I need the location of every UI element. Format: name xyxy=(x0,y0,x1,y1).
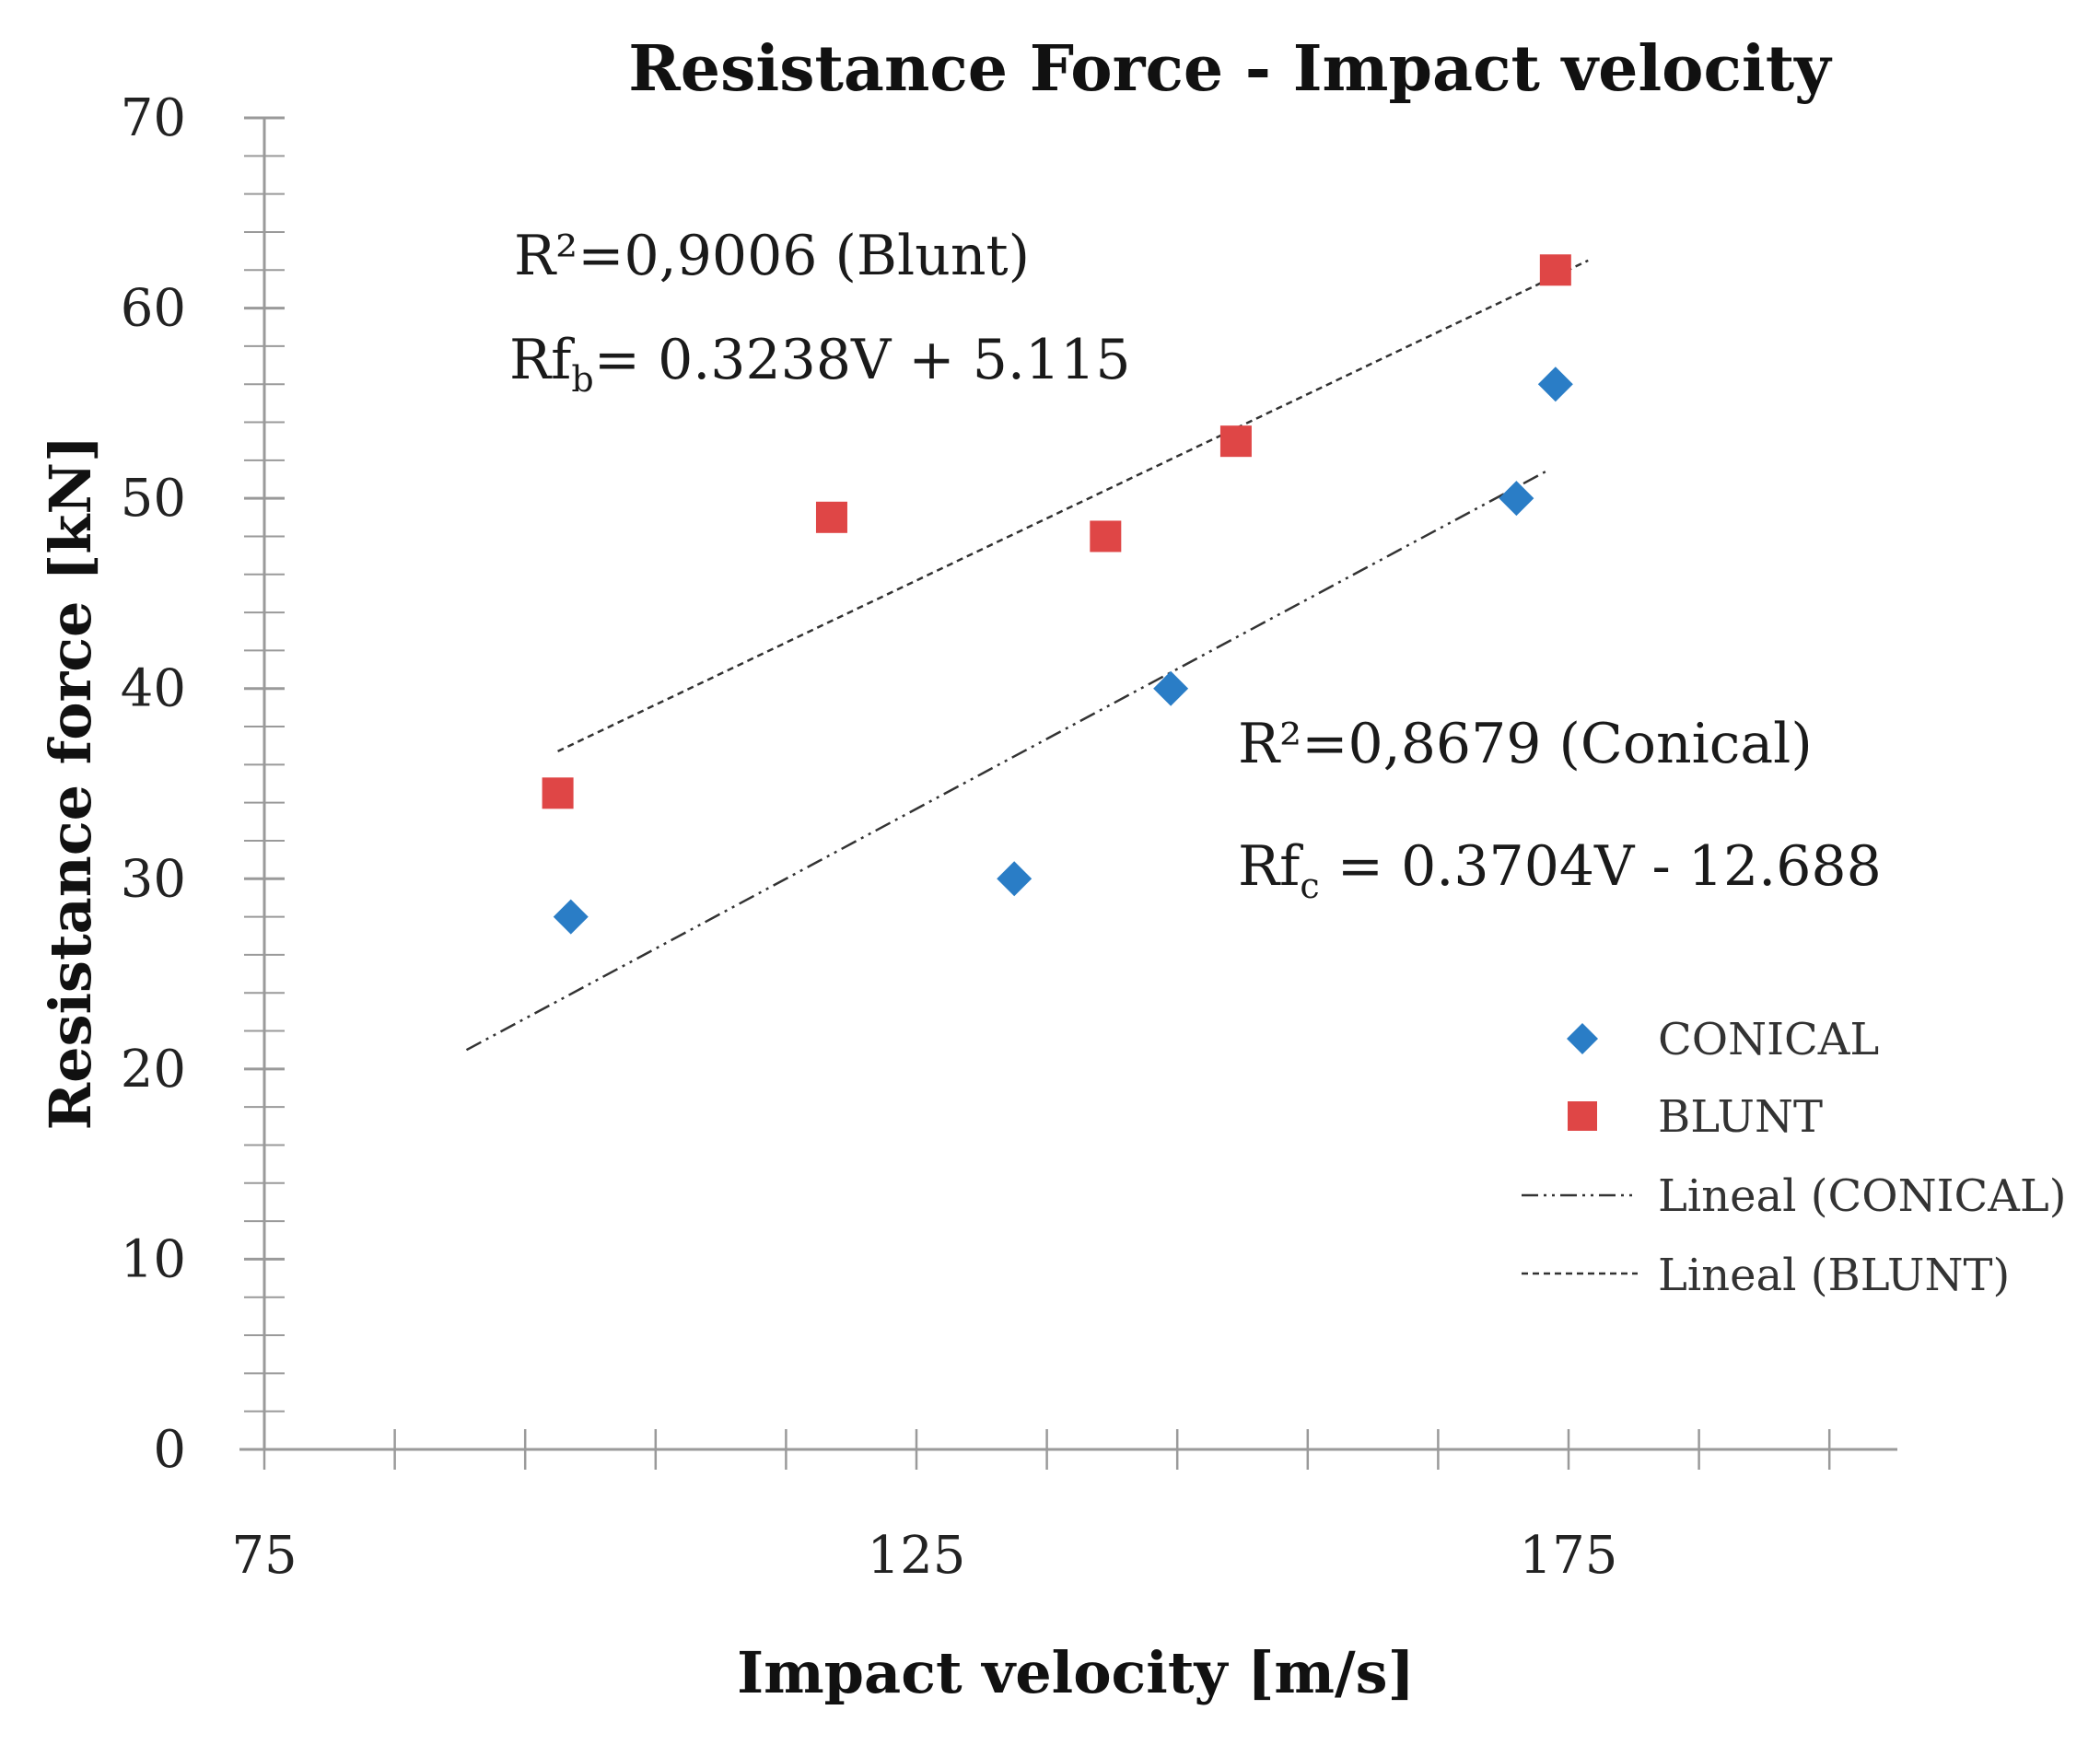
y-tick-label: 20 xyxy=(121,1040,186,1099)
conical-eq-rest: = 0.3704V - 12.688 xyxy=(1320,834,1882,899)
legend-symbol-conical xyxy=(1567,1023,1598,1054)
point-blunt xyxy=(1539,254,1571,286)
point-conical xyxy=(553,899,589,935)
chart-title: Resistance Force - Impact velocity xyxy=(628,32,1833,106)
data-points xyxy=(542,254,1573,935)
y-tick-label: 10 xyxy=(121,1229,186,1289)
point-conical xyxy=(1499,481,1534,517)
y-tick-label: 0 xyxy=(153,1420,186,1480)
point-blunt xyxy=(1090,520,1122,553)
x-axis-tick-labels: 75 125 175 xyxy=(231,1526,1617,1586)
trendline-blunt xyxy=(557,259,1589,753)
y-tick-label: 40 xyxy=(121,659,186,719)
annotation-blunt-r2: R²=0,9006 (Blunt) xyxy=(514,224,1030,288)
blunt-eq-prefix: Rf xyxy=(509,328,575,392)
point-conical xyxy=(997,861,1032,897)
annotation-conical-equation: Rfc = 0.3704V - 12.688 xyxy=(1238,834,1882,906)
y-tick-label: 60 xyxy=(121,279,186,339)
y-axis-tick-labels: 0 10 20 30 40 50 60 70 xyxy=(121,88,186,1480)
annotations: R²=0,9006 (Blunt) Rfb= 0.3238V + 5.115 R… xyxy=(509,224,1882,906)
trendline-conical xyxy=(465,469,1550,1052)
legend-label-lineal-blunt: Lineal (BLUNT) xyxy=(1658,1250,2010,1301)
x-tick-label: 175 xyxy=(1520,1526,1618,1586)
axes: 0 10 20 30 40 50 60 70 75 125 175 xyxy=(121,88,1897,1586)
y-tick-label: 50 xyxy=(121,469,186,529)
legend-label-conical: CONICAL xyxy=(1658,1014,1879,1065)
y-axis-title: Resistance force [kN] xyxy=(37,436,104,1131)
x-tick-label: 125 xyxy=(868,1526,966,1586)
point-conical xyxy=(1537,366,1573,402)
y-axis-ticks xyxy=(244,116,285,1451)
blunt-eq-rest: = 0.3238V + 5.115 xyxy=(594,328,1131,392)
point-blunt xyxy=(815,501,847,533)
point-blunt xyxy=(1219,425,1252,458)
legend-label-lineal-conical: Lineal (CONICAL) xyxy=(1658,1170,2067,1222)
point-conical xyxy=(1153,670,1189,706)
annotation-conical-r2: R²=0,8679 (Conical) xyxy=(1238,712,1813,776)
legend-label-blunt: BLUNT xyxy=(1658,1091,1823,1143)
annotation-blunt-equation: Rfb= 0.3238V + 5.115 xyxy=(509,328,1131,400)
point-blunt xyxy=(542,777,574,809)
y-tick-label: 30 xyxy=(121,849,186,909)
blunt-eq-sub: b xyxy=(571,359,593,400)
y-tick-label: 70 xyxy=(121,88,186,148)
conical-eq-sub: c xyxy=(1300,866,1319,906)
conical-eq-prefix: Rf xyxy=(1238,834,1303,899)
trendlines xyxy=(465,259,1589,1052)
x-axis-ticks xyxy=(262,1429,1831,1470)
legend-symbol-blunt xyxy=(1568,1101,1597,1131)
x-axis-title: Impact velocity [m/s] xyxy=(737,1639,1415,1706)
legend: CONICAL BLUNT Lineal (CONICAL) Lineal (B… xyxy=(1522,1014,2067,1301)
x-tick-label: 75 xyxy=(231,1526,297,1586)
